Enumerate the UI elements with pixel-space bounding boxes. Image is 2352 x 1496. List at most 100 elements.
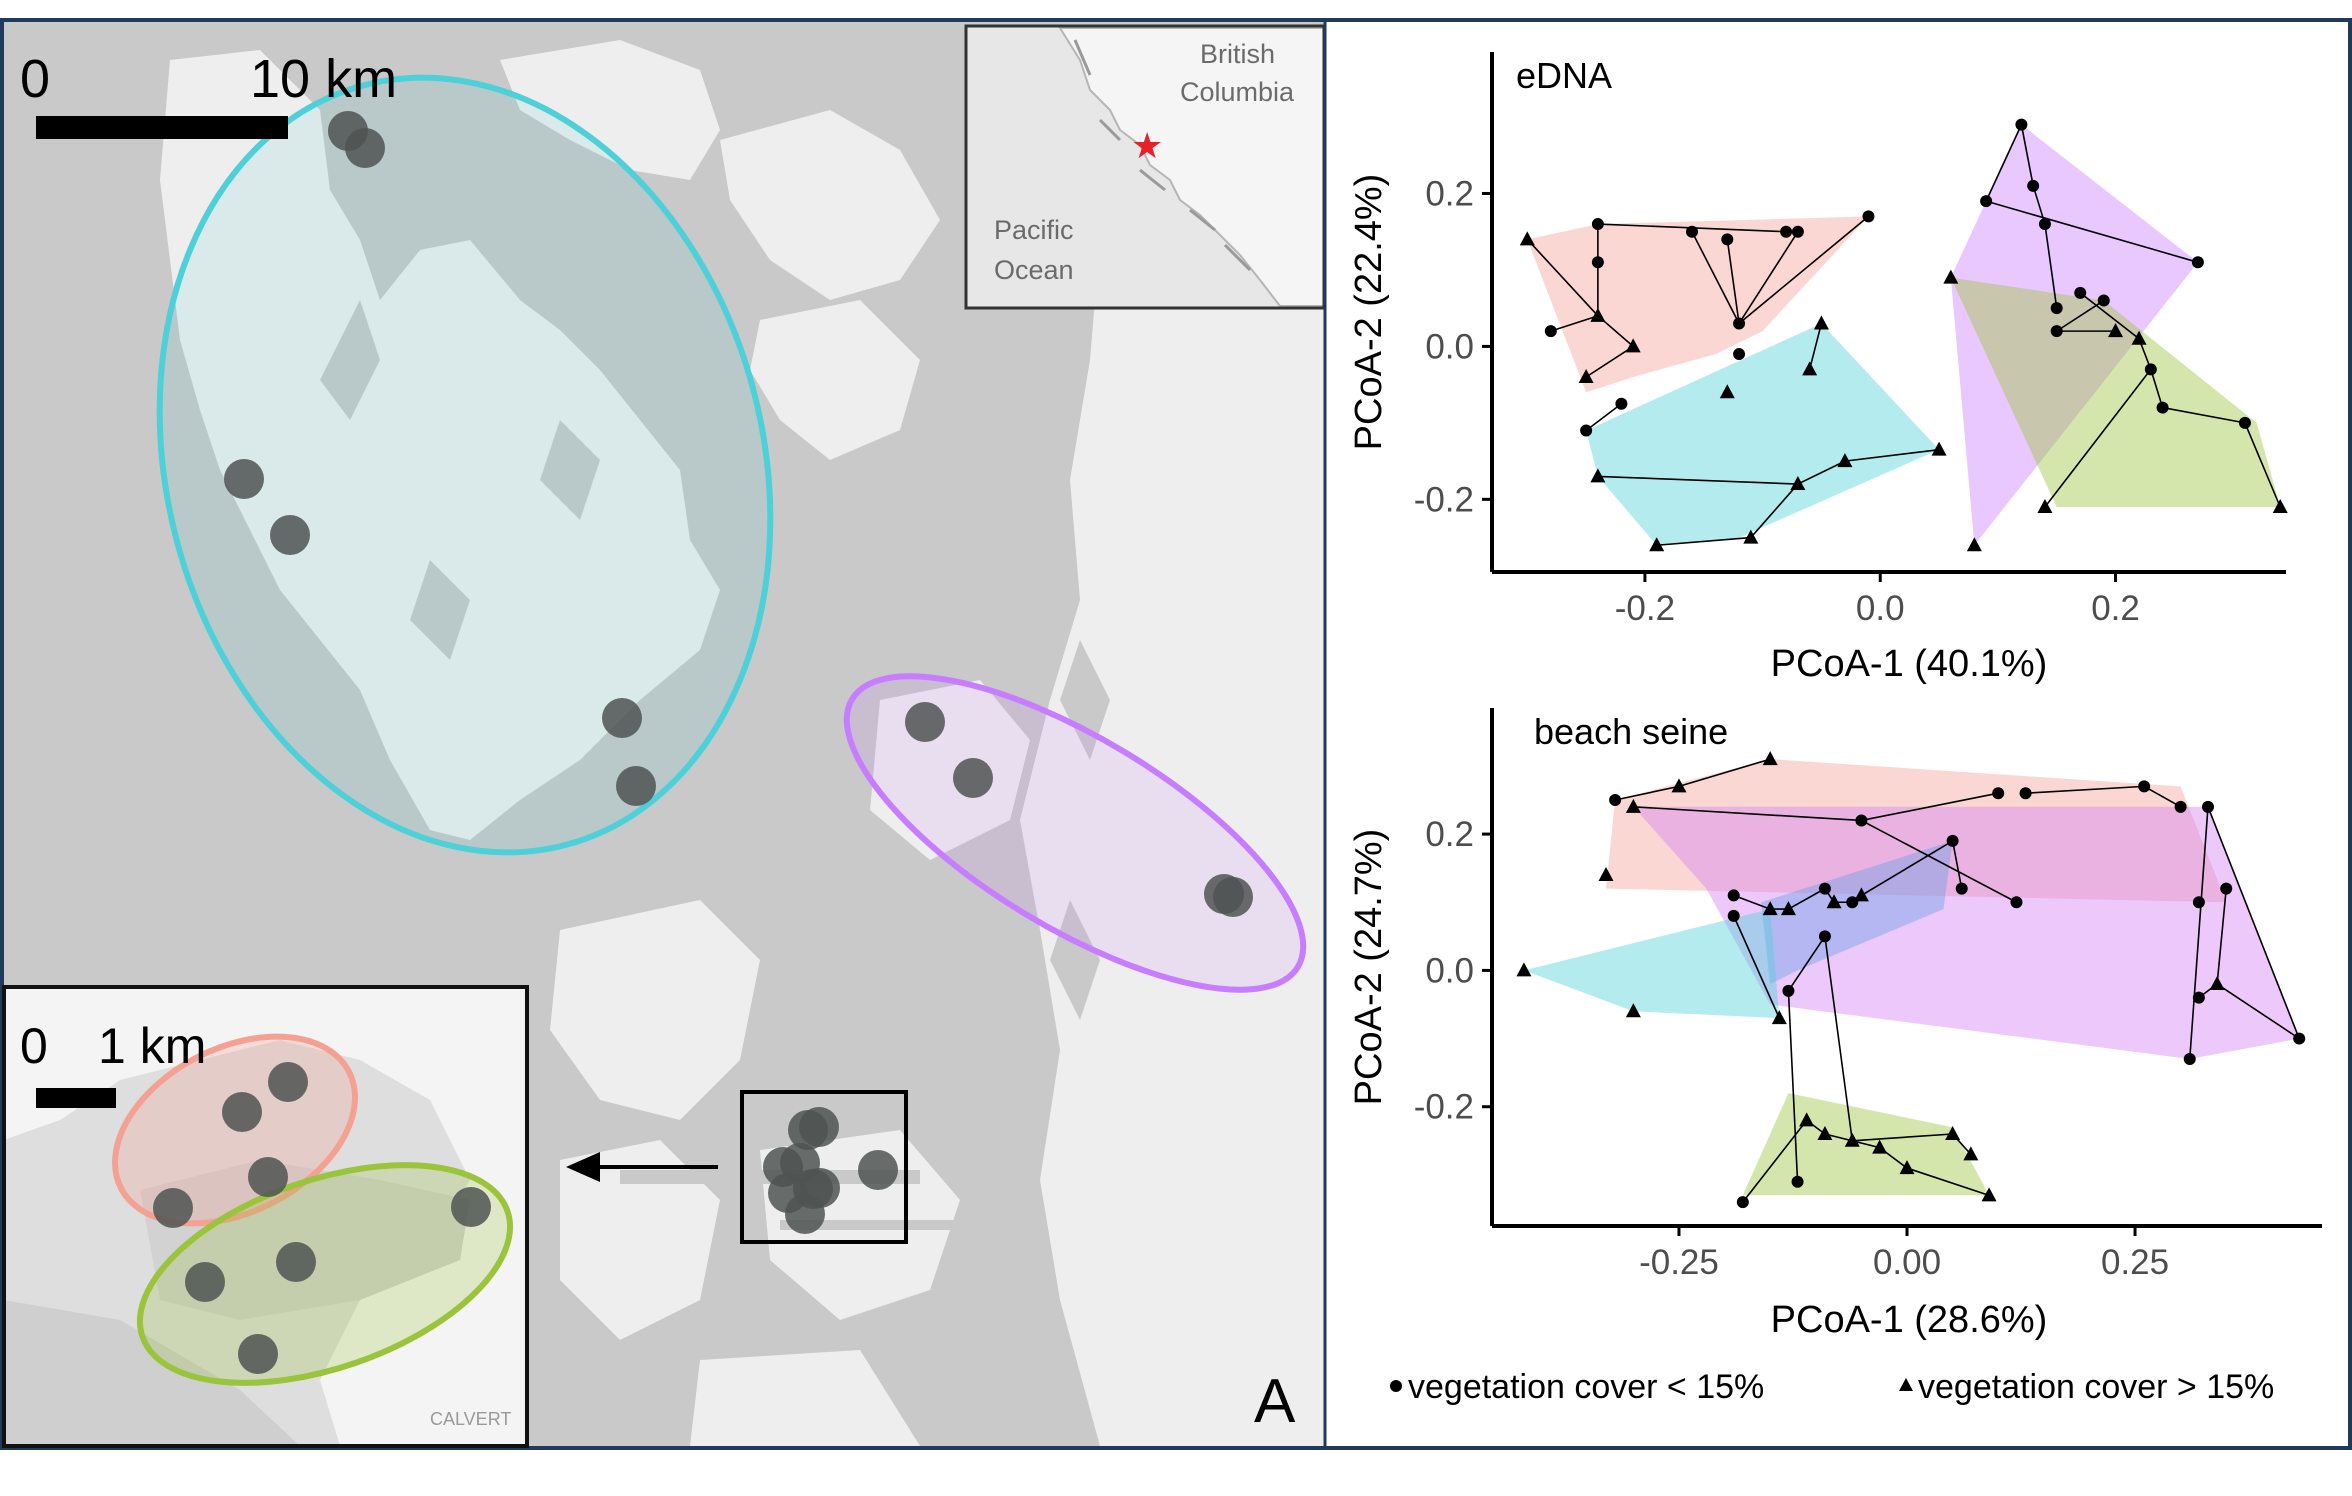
edna-point-circle <box>1791 225 1804 238</box>
edna-edge <box>1526 238 1599 317</box>
edna-edge <box>2244 422 2281 508</box>
purple-cluster-ellipse <box>843 673 1307 993</box>
inset-province-line2: Columbia <box>1180 77 1295 107</box>
beach-seine-point-triangle <box>1671 778 1687 793</box>
map-water-features <box>320 300 1110 1230</box>
beach-seine-point-circle <box>2010 896 2023 909</box>
edna-edge <box>1656 536 1751 547</box>
beach-seine-hull-1 <box>1633 806 2300 1059</box>
edna-edge <box>1597 475 1798 485</box>
beach-seine-point-triangle <box>1780 901 1796 916</box>
edna-x-tick-label: 0.2 <box>2091 589 2140 628</box>
edna-point-circle <box>2050 302 2063 315</box>
edna-point-circle <box>1591 218 1604 231</box>
inset-province-line1: British <box>1200 39 1275 69</box>
beach-seine-point-triangle <box>1963 1146 1979 1161</box>
edna-edge <box>2044 368 2152 508</box>
edna-point-circle <box>2050 325 2063 338</box>
edna-edge <box>2079 292 2140 340</box>
edna-point-circle <box>2156 401 2169 414</box>
beach-seine-point-circle <box>2019 787 2032 800</box>
edna-point-triangle <box>1813 315 1829 330</box>
map-site-marker <box>858 1150 898 1190</box>
beach-seine-point-triangle <box>1762 901 1778 916</box>
beach-seine-hull-2 <box>1761 840 1953 984</box>
legend-circle-symbol <box>1390 1380 1402 1392</box>
zoom-scale-bar-line <box>36 1088 116 1108</box>
location-inset: British Columbia Pacific Ocean ★ <box>964 24 1326 310</box>
edna-point-circle <box>2038 218 2051 231</box>
edna-point-circle <box>2074 286 2087 299</box>
zoom-site-marker <box>238 1334 278 1374</box>
legend-triangle-symbol <box>1899 1378 1913 1391</box>
edna-edge <box>1797 460 1846 485</box>
zoom-site-marker <box>222 1092 262 1132</box>
beach-seine-point-circle <box>1782 984 1795 997</box>
beach-seine-title: beach seine <box>1534 711 1728 752</box>
edna-point-triangle <box>1719 384 1735 399</box>
zoom-site-marker <box>185 1262 225 1302</box>
edna-point-circle <box>1721 233 1734 246</box>
edna-edge <box>1844 448 1940 462</box>
edna-x-label: PCoA-1 (40.1%) <box>1771 643 2048 685</box>
edna-point-triangle <box>1590 468 1606 483</box>
zoom-inset: 0 1 km CALVERT <box>4 987 527 1446</box>
edna-point-circle <box>1615 397 1628 410</box>
beach-seine-point-circle <box>1727 889 1740 902</box>
edna-point-triangle <box>2037 499 2053 513</box>
beach-seine-edge <box>1614 785 1680 801</box>
edna-point-circle <box>2144 363 2157 376</box>
beach-seine-point-triangle <box>1981 1187 1997 1202</box>
beach-seine-point-circle <box>2183 1053 2196 1066</box>
zoom-site-marker <box>268 1062 308 1102</box>
scale-bar: 0 10 km <box>20 49 397 139</box>
edna-edge <box>1550 315 1599 332</box>
beach-seine-y-label: PCoA-2 (24.7%) <box>1348 829 1390 1106</box>
edna-point-triangle <box>1802 361 1818 376</box>
edna-point-circle <box>1980 195 1993 208</box>
beach-seine-point-circle <box>1791 1175 1804 1188</box>
beach-seine-edge <box>2143 785 2182 808</box>
zoom-site-marker <box>153 1188 193 1228</box>
beach-seine-edge <box>2216 888 2228 985</box>
edna-y-tick-label: -0.2 <box>1414 480 1474 519</box>
beach-seine-edge <box>2207 806 2300 1039</box>
zoom-box <box>740 1090 908 1244</box>
beach-seine-point-circle <box>1818 882 1831 895</box>
beach-seine-point-circle <box>2220 882 2233 895</box>
beach-seine-x-tick-label: 0.25 <box>2101 1243 2169 1282</box>
beach-seine-point-triangle <box>1625 798 1641 813</box>
beach-seine-edge <box>1678 758 1771 788</box>
edna-point-triangle <box>1943 269 1959 284</box>
edna-edge <box>1985 124 2023 202</box>
beach-seine-edge <box>1852 1133 1953 1142</box>
edna-hull-1 <box>1586 323 1940 546</box>
map-site-marker <box>1213 877 1253 917</box>
edna-point-triangle <box>2108 323 2124 338</box>
beach-seine-edge <box>1860 840 1954 897</box>
beach-seine-edge <box>1861 792 1999 822</box>
edna-point-triangle <box>1790 476 1806 491</box>
beach-seine-edge <box>2025 785 2145 794</box>
blue-cluster-ellipse <box>156 74 774 856</box>
edna-hull-0 <box>1527 216 1869 393</box>
beach-seine-point-triangle <box>1625 1003 1641 1018</box>
edna-edge <box>2162 406 2246 424</box>
scale-bar-line <box>36 116 288 139</box>
edna-edge <box>2020 124 2034 186</box>
beach-seine-hull-3 <box>1523 909 1780 1019</box>
edna-point-triangle <box>1578 369 1594 383</box>
beach-seine-point-circle <box>2138 780 2151 793</box>
map-site-marker <box>270 515 310 555</box>
edna-point-circle <box>1733 348 1746 361</box>
edna-x-tick-label: 0.0 <box>1856 589 1905 628</box>
beach-seine-edge <box>2216 983 2300 1040</box>
map-site-marker <box>799 1107 839 1147</box>
edna-point-circle <box>1780 225 1793 238</box>
edna-edge <box>1738 231 1799 324</box>
map-land <box>160 40 1325 1446</box>
edna-edge <box>2044 223 2058 309</box>
arrow-icon <box>566 1152 718 1182</box>
edna-point-circle <box>2097 294 2110 307</box>
beach-seine-edge <box>1788 887 1826 910</box>
